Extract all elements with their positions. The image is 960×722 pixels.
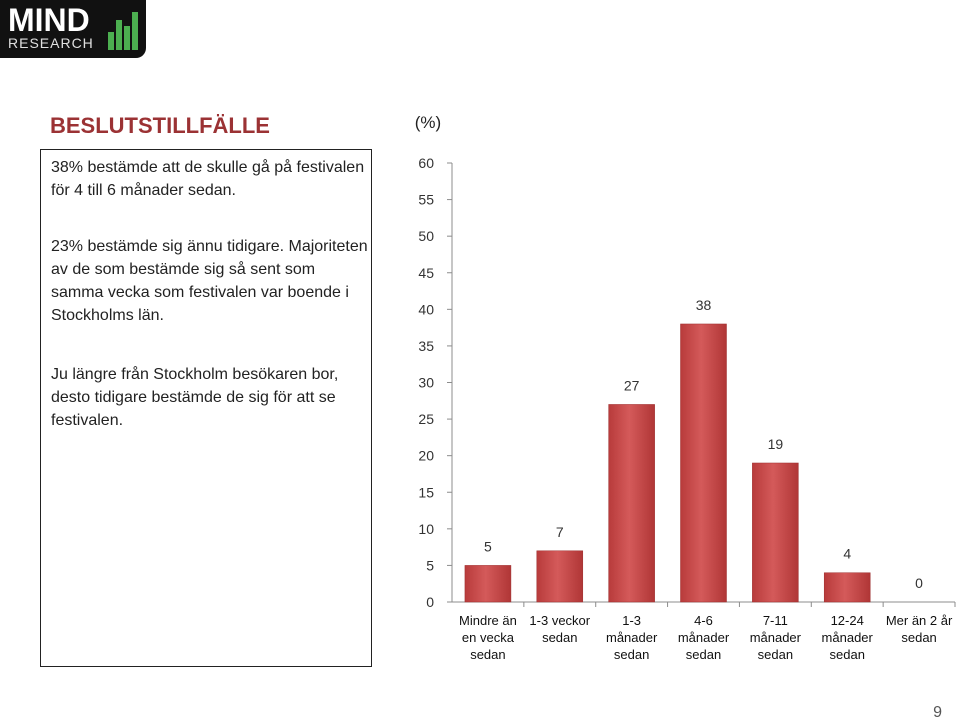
- y-tick-label: 25: [418, 411, 434, 427]
- data-label: 38: [696, 297, 712, 313]
- page-title: BESLUTSTILLFÄLLE: [50, 113, 270, 138]
- bar: [823, 572, 871, 603]
- x-category-label: en vecka: [462, 630, 515, 645]
- y-tick-label: 0: [426, 594, 434, 610]
- x-category-label: Mer än 2 år: [886, 613, 953, 628]
- x-category-label: sedan: [614, 647, 649, 662]
- data-label: 0: [915, 575, 923, 591]
- summary-textbox: 38% bestämde att de skulle gå på festiva…: [40, 149, 372, 667]
- x-category-label: 12-24: [831, 613, 864, 628]
- y-tick-label: 35: [418, 338, 434, 354]
- bar: [608, 404, 655, 603]
- summary-paragraph-2: 23% bestämde sig ännu tidigare. Majorite…: [51, 238, 368, 324]
- x-category-label: Mindre än: [459, 613, 517, 628]
- x-category-label: 4-6: [694, 613, 713, 628]
- x-category-label: sedan: [830, 647, 865, 662]
- logo-bars-icon: [108, 12, 138, 50]
- y-tick-label: 40: [418, 301, 434, 317]
- summary-paragraph-3: Ju längre från Stockholm besökaren bor, …: [51, 366, 339, 429]
- data-label: 19: [768, 436, 784, 452]
- y-tick-label: 55: [418, 192, 434, 208]
- x-category-label: månader: [678, 630, 730, 645]
- data-label: 4: [843, 546, 851, 562]
- bar: [752, 462, 799, 603]
- logo-text-mind: MIND: [8, 2, 90, 38]
- y-tick-label: 20: [418, 448, 434, 464]
- bar: [536, 550, 584, 603]
- logo-text-research: RESEARCH: [8, 35, 94, 51]
- x-category-label: sedan: [758, 647, 793, 662]
- y-tick-label: 45: [418, 265, 434, 281]
- x-category-label: månader: [606, 630, 658, 645]
- x-category-label: 7-11: [763, 613, 788, 628]
- x-category-label: månader: [822, 630, 874, 645]
- x-category-label: 1-3 veckor: [529, 613, 590, 628]
- x-category-label: sedan: [901, 630, 936, 645]
- x-category-label: sedan: [686, 647, 721, 662]
- y-tick-label: 5: [426, 557, 434, 573]
- data-label: 7: [556, 524, 564, 540]
- chart-unit-label: (%): [414, 113, 442, 132]
- y-tick-label: 30: [418, 375, 434, 391]
- summary-paragraph-1: 38% bestämde att de skulle gå på festiva…: [51, 159, 365, 199]
- bar: [464, 565, 512, 603]
- y-tick-label: 50: [418, 228, 434, 244]
- x-category-label: månader: [750, 630, 802, 645]
- data-label: 5: [484, 538, 492, 554]
- x-category-label: sedan: [542, 630, 577, 645]
- y-tick-label: 60: [418, 155, 434, 171]
- y-tick-label: 15: [418, 484, 434, 500]
- mind-research-logo: MIND RESEARCH: [0, 0, 146, 58]
- y-tick-label: 10: [418, 521, 434, 537]
- x-category-label: sedan: [470, 647, 505, 662]
- page-number: 9: [933, 704, 942, 721]
- x-category-label: 1-3: [622, 613, 641, 628]
- data-label: 27: [624, 377, 640, 393]
- bar: [680, 323, 727, 603]
